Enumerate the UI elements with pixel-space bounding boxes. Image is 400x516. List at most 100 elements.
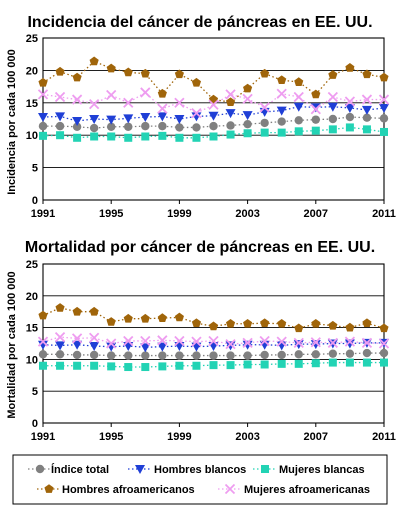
data-point — [157, 313, 167, 322]
data-point — [191, 318, 202, 328]
legend-item-hombres-blancos: Hombres blancos — [128, 464, 246, 476]
data-point — [277, 350, 286, 360]
data-point — [106, 63, 116, 73]
data-point — [174, 69, 184, 79]
data-point — [55, 66, 65, 76]
data-point — [124, 351, 133, 360]
chart-1: 0 5 10 15 20 25 1991 1995 1999 2003 2007 2011 — [26, 33, 396, 220]
data-point — [260, 118, 269, 128]
data-point — [71, 94, 83, 105]
data-point — [259, 335, 270, 347]
data-point — [191, 77, 202, 87]
data-point — [345, 112, 355, 122]
y-tick-label: 0 — [32, 418, 38, 430]
data-point — [226, 130, 235, 139]
data-point — [107, 132, 116, 141]
data-point — [140, 68, 150, 78]
data-point — [311, 115, 320, 124]
data-point — [328, 320, 338, 330]
data-point — [89, 306, 99, 316]
legend-item-hombres-afroamericanos: Hombres afroamericanos — [37, 484, 195, 496]
data-point — [225, 89, 236, 100]
y-tick-label: 5 — [32, 386, 38, 398]
legend: Índice total Hombres blancos Mujeres blanc… — [12, 454, 388, 505]
data-point — [243, 129, 252, 138]
series-line — [43, 116, 385, 129]
data-point — [123, 335, 134, 347]
y-tick-label: 20 — [26, 291, 38, 303]
data-point — [209, 361, 218, 370]
data-point — [106, 317, 116, 326]
series-mujeres-afroamericanas — [37, 87, 390, 119]
legend-box — [12, 454, 388, 505]
data-point — [344, 336, 356, 347]
data-point — [242, 337, 253, 349]
data-point — [225, 318, 236, 328]
data-point — [141, 351, 150, 360]
series-hombres-afroamericanos — [38, 303, 389, 333]
data-point — [174, 115, 185, 124]
chart-2: 0 5 10 15 20 25 1991 1995 1999 2003 2007 2011 — [26, 259, 396, 443]
data-point — [208, 99, 219, 110]
data-point — [123, 313, 133, 323]
data-point — [140, 335, 151, 347]
data-point — [123, 67, 133, 77]
data-point — [328, 70, 338, 79]
data-point — [141, 132, 150, 141]
data-point — [38, 350, 48, 359]
data-point — [277, 359, 286, 368]
data-point — [140, 343, 151, 353]
legend-marker-x — [224, 483, 236, 495]
data-point — [226, 361, 235, 370]
data-point — [107, 351, 116, 360]
data-point — [191, 108, 202, 119]
legend-item-mujeres-blancas: Mujeres blancas — [253, 464, 365, 476]
legend-label: Índice total — [51, 463, 109, 476]
data-point — [208, 335, 219, 347]
data-point — [175, 123, 184, 132]
data-point — [362, 348, 372, 358]
data-point — [54, 91, 66, 103]
data-point — [191, 336, 202, 347]
data-point — [310, 337, 321, 348]
data-point — [362, 113, 372, 122]
data-point — [225, 109, 236, 119]
data-point — [328, 358, 337, 367]
y-tick-label: 5 — [32, 163, 38, 175]
y-tick-label: 20 — [26, 65, 38, 77]
data-point — [158, 351, 167, 360]
data-point — [39, 131, 47, 140]
series-line — [42, 91, 384, 114]
x-tick-label: 2003 — [235, 431, 259, 443]
series-indice-total — [38, 112, 389, 133]
data-point — [37, 336, 49, 347]
data-point — [158, 362, 167, 371]
data-point — [361, 105, 372, 115]
data-point — [276, 336, 287, 347]
data-point — [362, 318, 372, 328]
x-tick-label: 2007 — [304, 431, 328, 443]
chart-2-ylabel: Mortalidad por cada 100 000 — [6, 271, 18, 418]
legend-label: Hombres afroamericanos — [62, 484, 195, 496]
data-point — [327, 337, 338, 349]
y-tick-label: 25 — [26, 259, 38, 271]
data-point — [124, 363, 133, 372]
data-point — [124, 133, 133, 142]
data-point — [38, 77, 48, 87]
data-point — [106, 115, 117, 125]
y-tick-label: 10 — [26, 354, 38, 366]
data-point — [345, 123, 354, 132]
plots-layer: 0 5 10 15 20 25 1991 1995 1999 2003 2007 2011 0 5 10 15… — [26, 33, 396, 443]
data-point — [209, 132, 218, 141]
data-point — [327, 102, 338, 112]
data-point — [72, 72, 82, 82]
series-mujeres-afroamericanas — [37, 332, 390, 350]
data-point — [242, 111, 253, 121]
series-mujeres-blancas — [39, 358, 388, 372]
data-point — [311, 318, 321, 328]
data-point — [345, 349, 355, 358]
data-point — [380, 127, 388, 136]
legend-label: Mujeres blancas — [279, 464, 365, 476]
data-point — [89, 332, 100, 343]
